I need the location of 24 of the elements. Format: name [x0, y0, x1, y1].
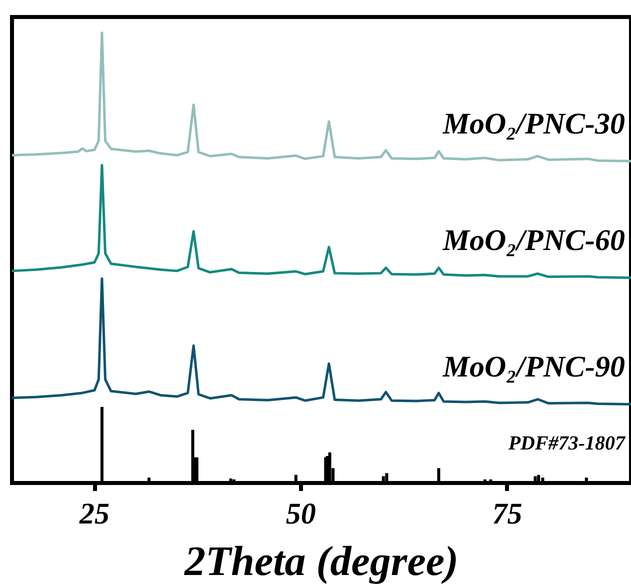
bar [195, 457, 198, 483]
series-label: MoO₂/PNC-90 [442, 350, 625, 384]
bar [584, 478, 588, 483]
bar [100, 406, 104, 483]
bar [385, 473, 388, 483]
x-axis-title: 2Theta (degree) [183, 539, 459, 585]
bar [328, 452, 332, 483]
bar [382, 476, 385, 483]
bar [437, 468, 440, 483]
series-label: MoO₂/PNC-30 [442, 108, 625, 141]
series-label: MoO₂/PNC-60 [442, 224, 625, 258]
bar [541, 478, 544, 483]
bar [232, 479, 236, 483]
bar [294, 474, 298, 483]
x-tick-label: 75 [492, 498, 522, 530]
bar [483, 479, 486, 483]
x-tick-label: 50 [286, 498, 316, 530]
bar [489, 479, 492, 483]
bar [534, 476, 537, 483]
x-tick-label: 25 [78, 498, 110, 530]
bar [229, 478, 232, 483]
series-label: PDF#73-1807 [507, 432, 626, 455]
bar [148, 478, 151, 483]
bar [537, 474, 540, 483]
